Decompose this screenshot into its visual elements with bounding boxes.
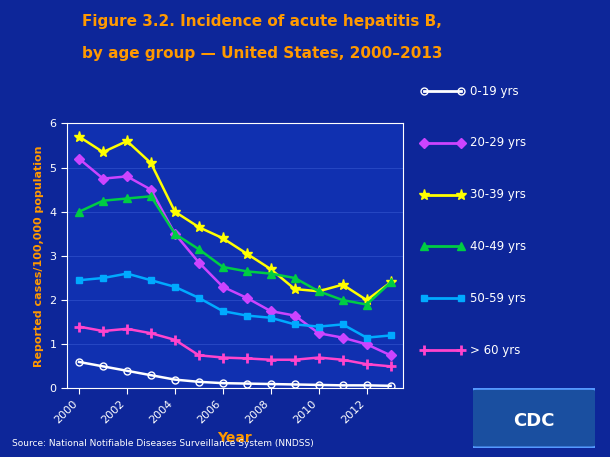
- Text: 50-59 yrs: 50-59 yrs: [470, 292, 526, 305]
- Text: Figure 3.2. Incidence of acute hepatitis B,: Figure 3.2. Incidence of acute hepatitis…: [82, 14, 442, 29]
- Text: by age group — United States, 2000–2013: by age group — United States, 2000–2013: [82, 46, 442, 61]
- Text: Source: National Notifiable Diseases Surveillance System (NNDSS): Source: National Notifiable Diseases Sur…: [12, 439, 314, 448]
- FancyBboxPatch shape: [470, 388, 597, 448]
- Text: 20-29 yrs: 20-29 yrs: [470, 136, 526, 149]
- Text: > 60 yrs: > 60 yrs: [470, 344, 520, 356]
- Text: 30-39 yrs: 30-39 yrs: [470, 188, 526, 201]
- Text: 40-49 yrs: 40-49 yrs: [470, 240, 526, 253]
- X-axis label: Year: Year: [218, 431, 252, 446]
- Text: 0-19 yrs: 0-19 yrs: [470, 85, 518, 98]
- Y-axis label: Reported cases/100,000 population: Reported cases/100,000 population: [34, 145, 44, 367]
- Text: CDC: CDC: [513, 412, 554, 430]
